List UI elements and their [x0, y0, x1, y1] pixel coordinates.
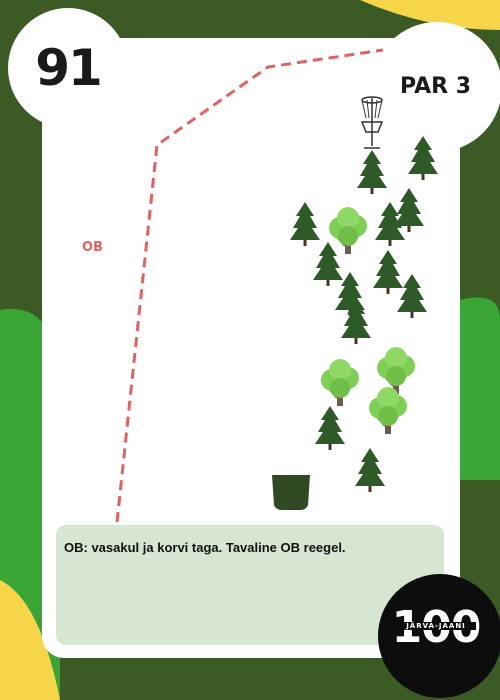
pine-tree-icon [315, 406, 345, 450]
hole-number: 91 [35, 39, 103, 97]
pine-tree-icon [355, 448, 385, 492]
deciduous-tree-icon [368, 386, 408, 435]
pine-tree-icon [408, 136, 438, 180]
ob-label: OB [82, 240, 103, 255]
disc-golf-basket-icon [360, 96, 384, 149]
pine-tree-icon [313, 242, 343, 286]
par-badge [372, 22, 500, 152]
yellow-blob-bottom-left [0, 580, 60, 700]
deciduous-tree-icon [376, 346, 416, 395]
logo-subtitle: JÄRVA-JAANI [396, 622, 476, 630]
deciduous-tree-icon [328, 206, 368, 255]
pine-tree-icon [357, 150, 387, 194]
par-label: PAR 3 [400, 74, 472, 99]
hole-number-badge: 91 [8, 8, 128, 128]
yellow-corner-top-right [360, 0, 500, 30]
deciduous-tree-icon [320, 358, 360, 407]
pine-tree-icon [373, 250, 403, 294]
green-blob-right [460, 297, 500, 480]
pine-tree-icon [290, 202, 320, 246]
tee-pad-icon [272, 475, 310, 510]
logo-badge [378, 574, 500, 698]
pine-tree-icon [397, 274, 427, 318]
note-text: OB: vasakul ja korvi taga. Tavaline OB r… [64, 540, 346, 555]
